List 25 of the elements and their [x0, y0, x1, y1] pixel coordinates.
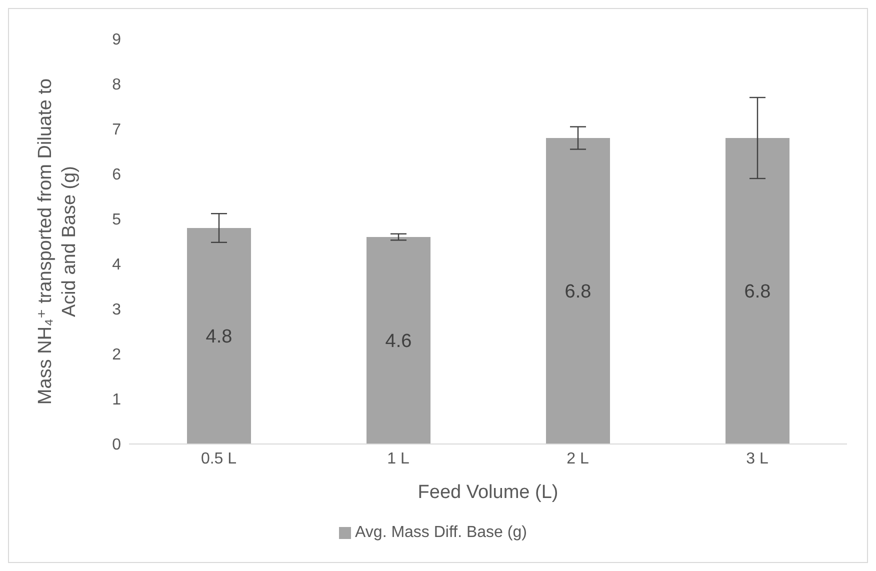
bar	[366, 237, 430, 444]
y-tick-label: 9	[112, 32, 122, 49]
y-tick-label: 7	[112, 122, 122, 139]
bar	[726, 138, 790, 444]
data-label: 6.8	[744, 282, 771, 303]
data-label: 4.6	[385, 331, 412, 352]
x-tick-label: 0.5 L	[200, 450, 237, 468]
x-tick-label: 3 L	[746, 450, 768, 468]
x-axis-title: Feed Volume (L)	[418, 482, 558, 503]
y-tick-label: 1	[112, 392, 122, 409]
y-tick-label: 4	[112, 256, 122, 274]
x-tick-label: 1 L	[387, 450, 410, 468]
data-label: 6.8	[564, 282, 592, 303]
y-tick-label: 6	[112, 166, 122, 184]
bar	[546, 138, 610, 444]
y-tick-label: 8	[112, 76, 122, 94]
y-axis-title: Mass NH₄⁺ transported from Diluate to Acid and Base (g)	[35, 78, 80, 405]
y-tick-label: 0	[112, 436, 122, 454]
bar	[187, 228, 251, 444]
legend-label: Avg. Mass Diff. Base (g)	[355, 524, 527, 541]
data-label: 4.8	[206, 326, 232, 348]
y-tick-label: 3	[112, 302, 122, 319]
y-tick-label: 2	[112, 346, 122, 364]
y-tick-label: 5	[112, 212, 122, 229]
x-tick-label: 2 L	[566, 450, 589, 468]
